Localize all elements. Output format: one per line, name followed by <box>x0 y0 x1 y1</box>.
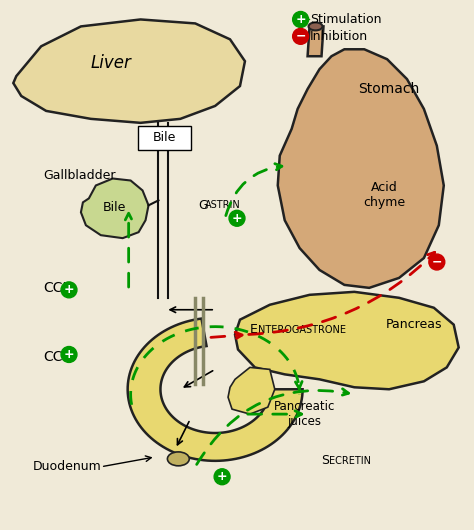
Text: Bile: Bile <box>153 131 176 144</box>
Polygon shape <box>128 319 302 461</box>
Text: ASTRIN: ASTRIN <box>205 200 241 210</box>
Text: +: + <box>232 212 242 225</box>
Circle shape <box>229 210 245 226</box>
Text: +: + <box>64 348 74 361</box>
Text: Bile: Bile <box>103 201 127 214</box>
Circle shape <box>292 29 309 45</box>
Text: CCK: CCK <box>43 350 72 365</box>
Text: Gallbladder: Gallbladder <box>43 169 116 182</box>
Text: +: + <box>295 13 306 26</box>
Circle shape <box>292 12 309 28</box>
Polygon shape <box>81 179 148 238</box>
FancyBboxPatch shape <box>137 126 191 149</box>
Polygon shape <box>235 292 459 389</box>
Text: Pancreas: Pancreas <box>386 318 442 331</box>
Text: Inhibition: Inhibition <box>310 30 368 43</box>
Circle shape <box>214 469 230 485</box>
Polygon shape <box>13 20 245 123</box>
Ellipse shape <box>309 22 322 30</box>
Text: E: E <box>250 323 258 336</box>
Circle shape <box>61 347 77 363</box>
Text: +: + <box>217 470 228 483</box>
Polygon shape <box>228 367 275 414</box>
Text: +: + <box>64 284 74 296</box>
Text: −: − <box>431 255 442 269</box>
Text: Stomach: Stomach <box>358 82 420 96</box>
Text: CCK: CCK <box>43 281 72 295</box>
Circle shape <box>61 282 77 298</box>
Text: Acid
chyme: Acid chyme <box>363 181 405 209</box>
Text: G: G <box>198 199 208 212</box>
Text: ECRЕTIN: ECRЕTIN <box>329 456 372 466</box>
Text: Stimulation: Stimulation <box>310 13 382 26</box>
Text: Pancreatic
juices: Pancreatic juices <box>274 400 335 428</box>
Ellipse shape <box>167 452 189 466</box>
Text: Duodenum: Duodenum <box>33 461 102 473</box>
Text: S: S <box>321 454 329 467</box>
Text: Liver: Liver <box>91 54 131 72</box>
Text: NTEROGASTRONE: NTEROGASTRONE <box>258 324 346 334</box>
Polygon shape <box>278 49 444 288</box>
Text: −: − <box>295 30 306 43</box>
Circle shape <box>429 254 445 270</box>
Polygon shape <box>308 26 323 56</box>
